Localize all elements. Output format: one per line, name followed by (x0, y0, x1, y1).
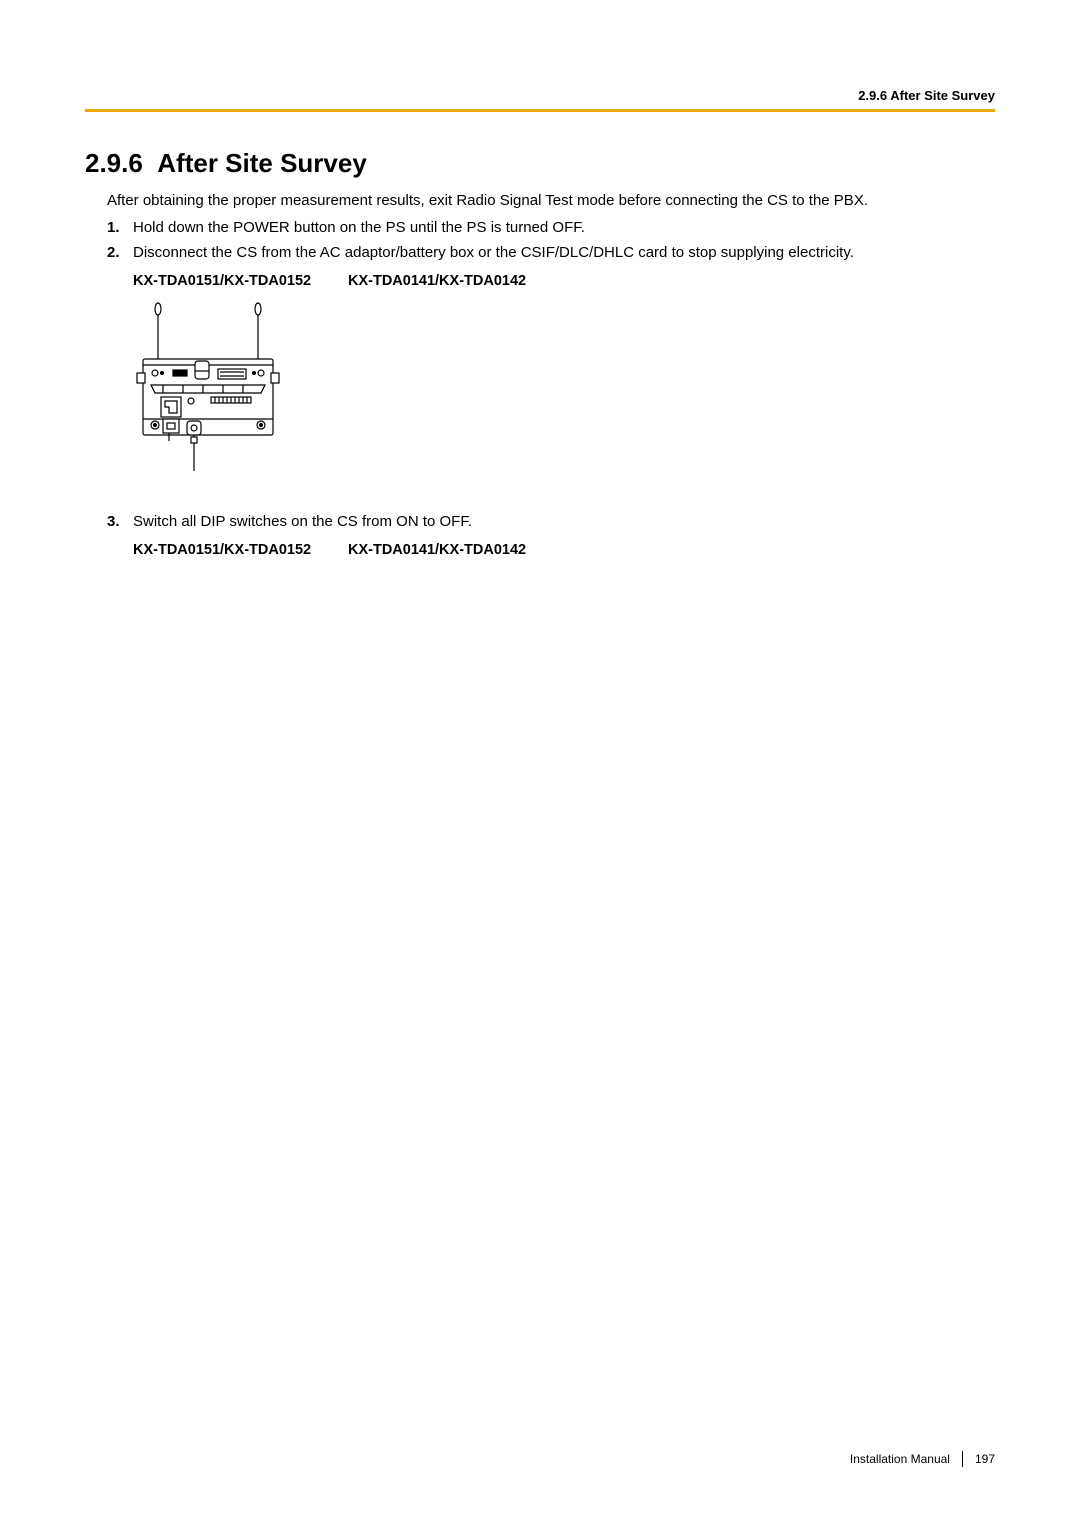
model-label-right: KX-TDA0141/KX-TDA0142 (348, 542, 526, 558)
model-labels-row-2: KX-TDA0151/KX-TDA0152 KX-TDA0141/KX-TDA0… (133, 542, 995, 558)
section-title: 2.9.6 After Site Survey (85, 148, 995, 179)
header-rule (85, 109, 995, 112)
section-number: 2.9.6 (85, 148, 143, 178)
step-2: 2. Disconnect the CS from the AC adaptor… (107, 242, 995, 263)
section-heading: After Site Survey (157, 148, 367, 178)
cs-device-icon (133, 301, 283, 481)
footer-page-number: 197 (975, 1452, 995, 1466)
step-text: Hold down the POWER button on the PS unt… (133, 217, 995, 238)
model-label-right: KX-TDA0141/KX-TDA0142 (348, 273, 526, 289)
step-1: 1. Hold down the POWER button on the PS … (107, 217, 995, 238)
step-number: 3. (107, 511, 133, 532)
page-footer: Installation Manual 197 (850, 1451, 995, 1467)
model-label-left: KX-TDA0151/KX-TDA0152 (133, 542, 348, 558)
model-label-left: KX-TDA0151/KX-TDA0152 (133, 273, 348, 289)
footer-label: Installation Manual (850, 1452, 950, 1466)
model-labels-row-1: KX-TDA0151/KX-TDA0152 KX-TDA0141/KX-TDA0… (133, 273, 995, 289)
step-number: 2. (107, 242, 133, 263)
step-text: Switch all DIP switches on the CS from O… (133, 511, 995, 532)
intro-paragraph: After obtaining the proper measurement r… (107, 191, 995, 211)
footer-separator (962, 1451, 963, 1467)
step-text: Disconnect the CS from the AC adaptor/ba… (133, 242, 995, 263)
step-3: 3. Switch all DIP switches on the CS fro… (107, 511, 995, 532)
step-number: 1. (107, 217, 133, 238)
header-breadcrumb: 2.9.6 After Site Survey (85, 88, 995, 109)
device-diagram-1 (133, 301, 995, 481)
